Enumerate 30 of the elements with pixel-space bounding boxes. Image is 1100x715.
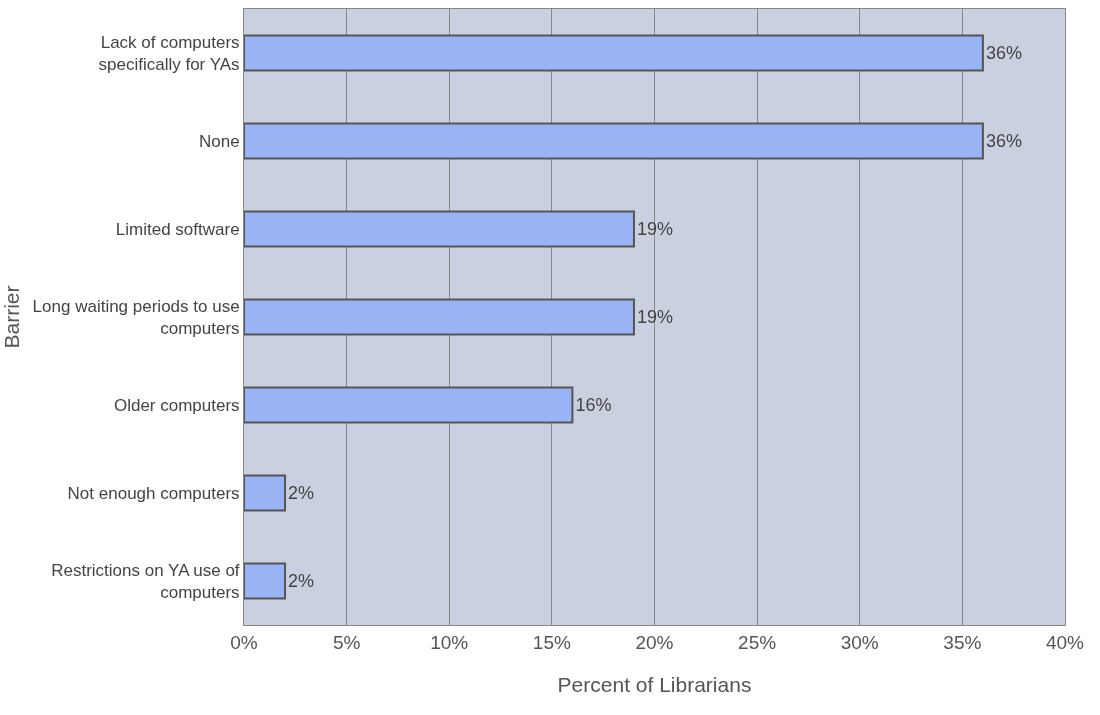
- y-tick-label: Not enough computers: [67, 483, 240, 503]
- data-label: 36%: [985, 43, 1022, 63]
- x-axis-title: Percent of Librarians: [557, 673, 752, 696]
- bar: [244, 298, 635, 336]
- y-tick-label: Restrictions on YA use of computers: [51, 560, 240, 602]
- x-tick-label: 0%: [230, 631, 258, 653]
- x-tick-label: 20%: [635, 631, 674, 653]
- x-tick-label: 5%: [332, 631, 361, 653]
- bar: [244, 34, 984, 72]
- data-label: 36%: [985, 131, 1022, 151]
- x-tick-label: 25%: [738, 631, 777, 653]
- data-label: 2%: [288, 483, 315, 503]
- x-tick-label: 15%: [532, 631, 571, 653]
- bar: [244, 210, 635, 248]
- bar: [244, 122, 984, 160]
- data-label: 16%: [575, 395, 612, 415]
- y-tick-label: None: [198, 131, 240, 151]
- bar: [244, 562, 287, 600]
- x-tick-label: 35%: [943, 631, 982, 653]
- y-tick-label: Older computers: [113, 395, 240, 415]
- bar: [244, 474, 287, 512]
- x-tick-label: 10%: [430, 631, 469, 653]
- data-label: 2%: [288, 571, 315, 591]
- x-tick-label: 30%: [840, 631, 879, 653]
- x-tick-label: 40%: [1045, 631, 1085, 653]
- y-tick-label: Limited software: [115, 219, 240, 239]
- y-tick-label: Lack of computers specifically for YAs: [98, 32, 240, 74]
- y-axis-title: Barrier: [0, 285, 23, 349]
- bar: [244, 386, 574, 424]
- y-tick-label: Long waiting periods to use computers: [32, 296, 240, 338]
